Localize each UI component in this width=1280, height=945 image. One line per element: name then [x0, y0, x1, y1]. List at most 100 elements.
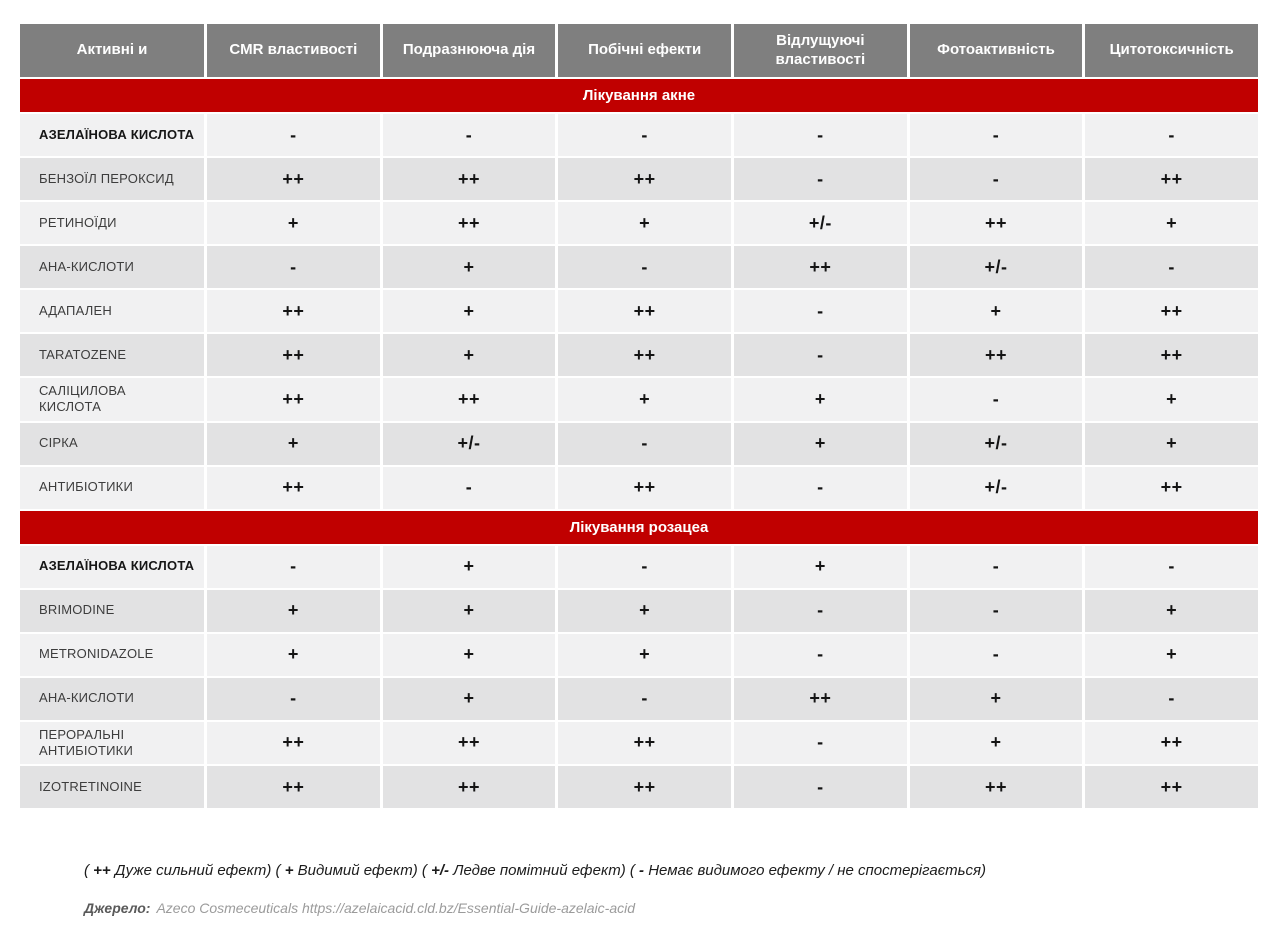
row-label: BRIMODINE	[20, 589, 204, 632]
column-header-irritation: Подразнююча дія	[382, 24, 556, 77]
table-cell: -	[558, 246, 731, 288]
table-cell: -	[909, 378, 1083, 421]
column-header-side-effects: Побічні ефекти	[558, 24, 731, 77]
table-cell: +	[558, 589, 731, 632]
table-cell: +	[734, 422, 907, 465]
table-cell: ++	[207, 290, 380, 332]
table-cell: -	[734, 721, 907, 764]
table-cell: ++	[734, 246, 907, 288]
table-cell: -	[909, 158, 1083, 200]
table-cell: +/-	[909, 246, 1083, 288]
table-cell: -	[734, 633, 907, 676]
table-cell: +	[558, 378, 731, 421]
row-label: АНА-КИСЛОТИ	[20, 677, 204, 720]
table-cell: +	[382, 334, 556, 376]
table-cell: +	[382, 290, 556, 332]
column-header-cytotoxicity: Цитотоксичність	[1085, 24, 1258, 77]
table-cell: ++	[382, 202, 556, 244]
table-cell: -	[207, 246, 380, 288]
table-cell: -	[734, 334, 907, 376]
table-cell: ++	[558, 158, 731, 200]
table-cell: ++	[382, 158, 556, 200]
legend-symbol: +/-	[431, 862, 449, 879]
table-cell: +	[909, 677, 1083, 720]
table-cell: ++	[207, 721, 380, 764]
table-cell: -	[207, 677, 380, 720]
table-cell: +/-	[734, 202, 907, 244]
row-label: АДАПАЛЕН	[20, 290, 204, 332]
table-cell: ++	[382, 721, 556, 764]
table-cell: -	[558, 422, 731, 465]
table-cell: ++	[1085, 466, 1258, 509]
table-cell: +	[382, 246, 556, 288]
table-cell: -	[909, 589, 1083, 632]
table-cell: -	[734, 766, 907, 808]
table-cell: -	[909, 633, 1083, 676]
table-cell: ++	[207, 378, 380, 421]
comparison-table: Активні и CMR властивості Подразнююча ді…	[20, 24, 1258, 808]
row-label: СІРКА	[20, 422, 204, 465]
table-cell: ++	[909, 334, 1083, 376]
row-label: METRONIDAZOLE	[20, 633, 204, 676]
table-cell: +	[1085, 589, 1258, 632]
table-cell: +	[1085, 422, 1258, 465]
table-cell: -	[734, 114, 907, 156]
table-cell: +	[909, 290, 1083, 332]
table-cell: -	[207, 545, 380, 588]
table-cell: -	[734, 589, 907, 632]
table-cell: -	[1085, 677, 1258, 720]
table-cell: ++	[382, 766, 556, 808]
table-cell: +/-	[382, 422, 556, 465]
table-cell: ++	[558, 766, 731, 808]
table-cell: +/-	[909, 466, 1083, 509]
table-cell: ++	[558, 721, 731, 764]
table-cell: +	[207, 633, 380, 676]
column-header-cmr: CMR властивості	[207, 24, 380, 77]
table-cell: -	[1085, 114, 1258, 156]
source-line: Джерело: Azeco Cosmeceuticals https://aze…	[84, 900, 635, 916]
row-label: АЗЕЛАЇНОВА КИСЛОТА	[20, 545, 204, 588]
row-label: РЕТИНОЇДИ	[20, 202, 204, 244]
table-cell: +	[1085, 633, 1258, 676]
row-label: БЕНЗОЇЛ ПЕРОКСИД	[20, 158, 204, 200]
table-cell: -	[1085, 545, 1258, 588]
table-cell: ++	[1085, 158, 1258, 200]
table-cell: -	[734, 290, 907, 332]
table-cell: +	[558, 633, 731, 676]
row-label: АЗЕЛАЇНОВА КИСЛОТА	[20, 114, 204, 156]
table-cell: ++	[1085, 334, 1258, 376]
table-cell: ++	[207, 158, 380, 200]
legend-text: Видимий ефект)	[293, 862, 418, 879]
legend-symbol: +	[284, 862, 294, 879]
table-cell: ++	[558, 466, 731, 509]
legend-text: Немає видимого ефекту / не спостерігаєть…	[644, 862, 987, 879]
table-cell: +	[558, 202, 731, 244]
table-cell: -	[207, 114, 380, 156]
table-cell: -	[558, 545, 731, 588]
table-cell: +	[382, 633, 556, 676]
row-label: АНТИБІОТИКИ	[20, 466, 204, 509]
legend: ( ++ Дуже сильний ефект) ( + Видимий ефе…	[84, 862, 987, 879]
column-header-exfoliating: Відлущуючі властивості	[734, 24, 907, 77]
column-header-photoactivity: Фотоактивність	[909, 24, 1083, 77]
table-cell: ++	[734, 677, 907, 720]
table-cell: -	[558, 677, 731, 720]
table-cell: -	[909, 114, 1083, 156]
row-label: АНА-КИСЛОТИ	[20, 246, 204, 288]
table-cell: ++	[558, 334, 731, 376]
column-header-active-ingredient: Активні и	[20, 24, 204, 77]
row-label: САЛІЦИЛОВА КИСЛОТА	[20, 378, 204, 421]
source-label: Джерело:	[84, 900, 151, 916]
table-cell: +	[207, 202, 380, 244]
table-cell: ++	[207, 766, 380, 808]
legend-text: Ледве помітний ефект)	[449, 862, 626, 879]
table-cell: +	[207, 589, 380, 632]
row-label: IZOTRETINOINE	[20, 766, 204, 808]
table-cell: ++	[207, 334, 380, 376]
table-cell: ++	[1085, 766, 1258, 808]
table-cell: -	[382, 466, 556, 509]
table-cell: +	[382, 545, 556, 588]
source-text: Azeco Cosmeceuticals https://azelaicacid…	[156, 900, 636, 916]
table-cell: ++	[909, 202, 1083, 244]
